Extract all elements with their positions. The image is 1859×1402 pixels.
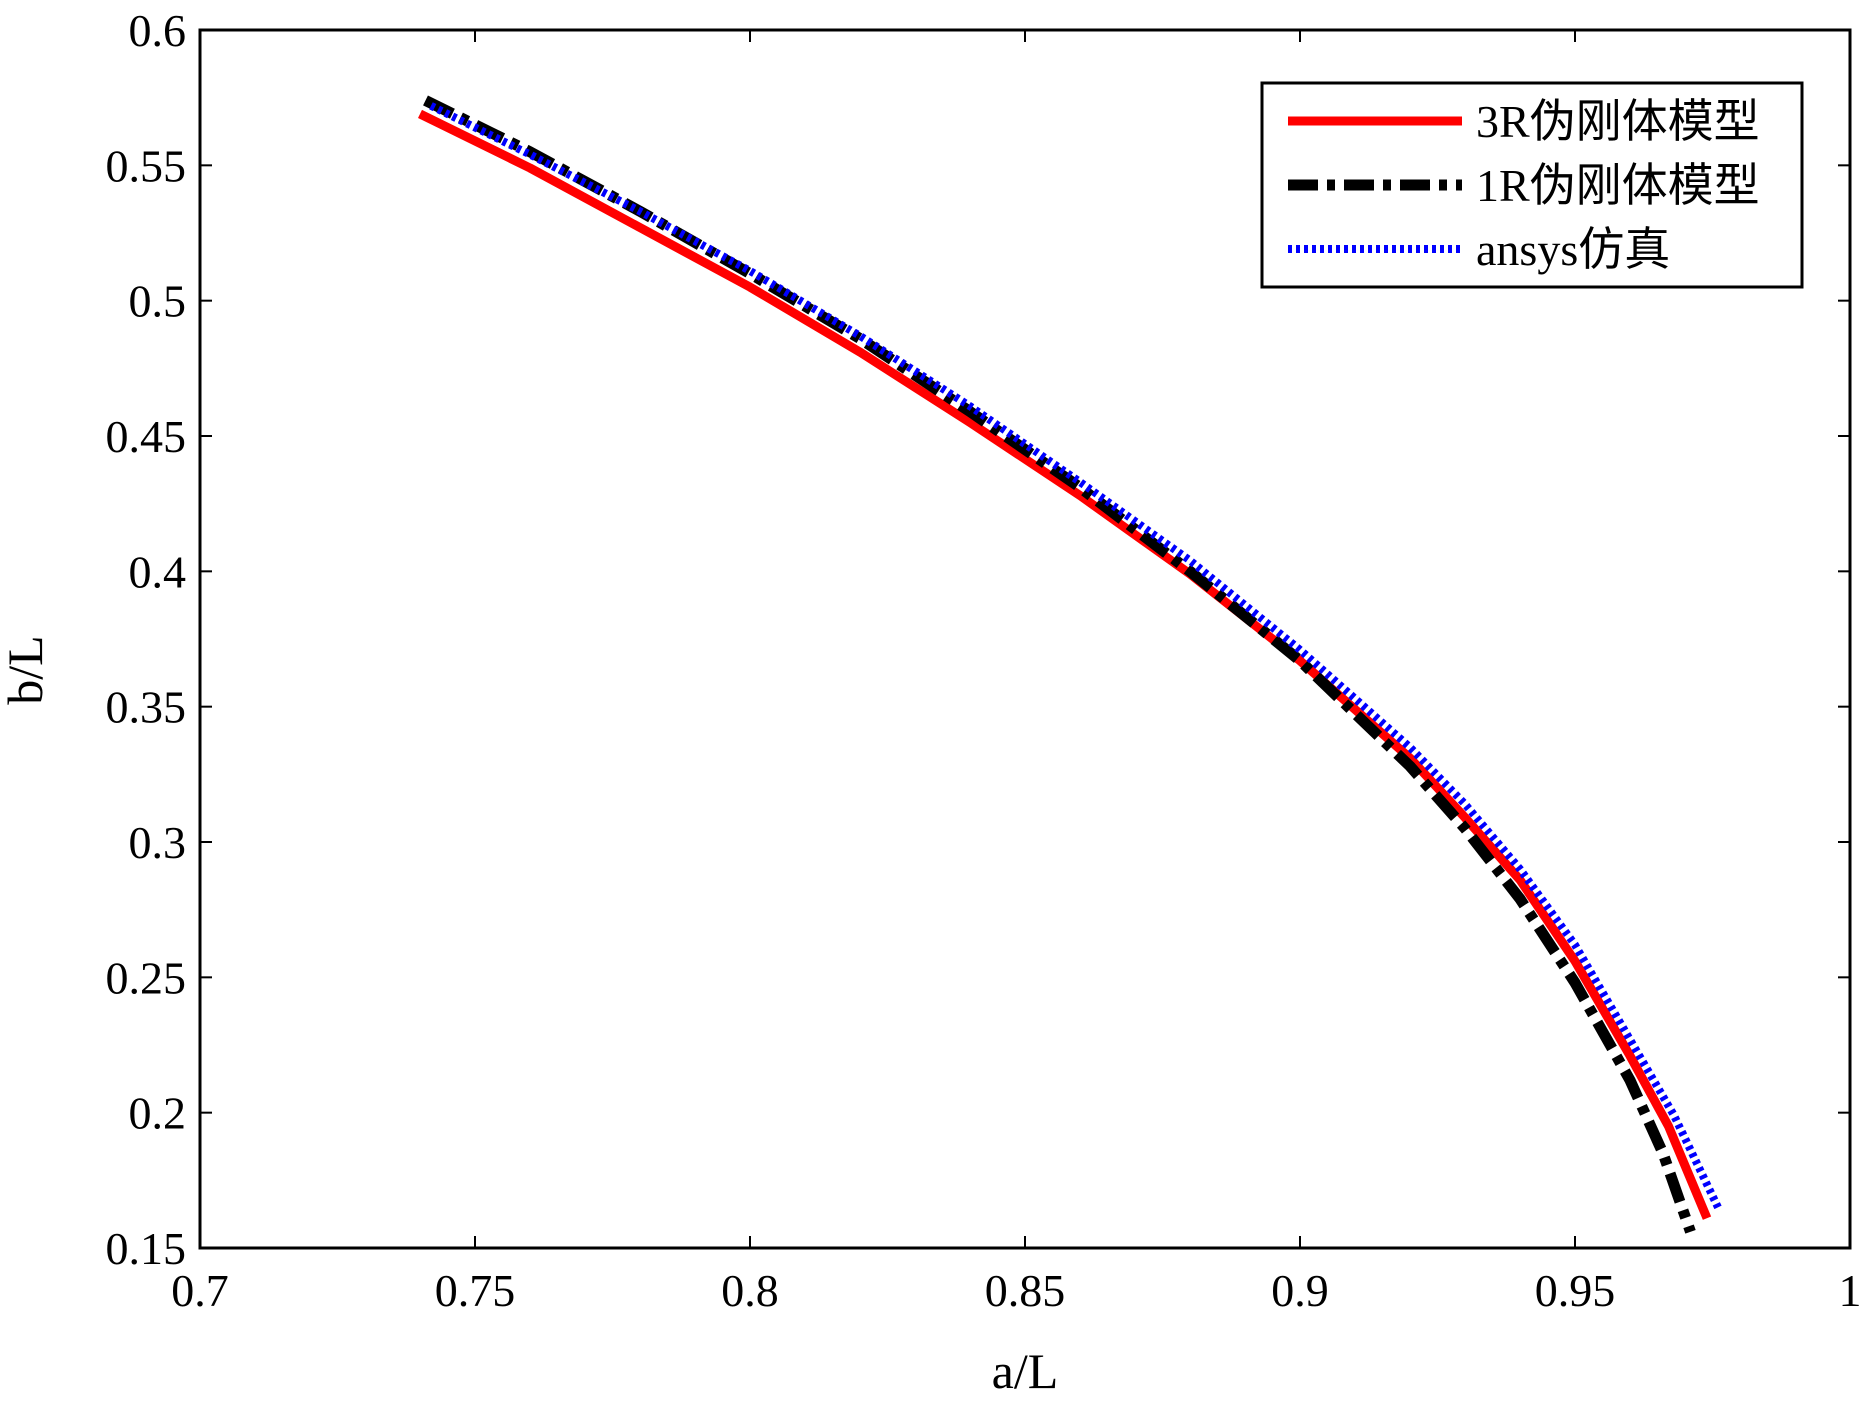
x-tick-label: 0.85: [985, 1265, 1066, 1316]
legend-label-3: ansys仿真: [1476, 224, 1670, 275]
y-tick-label: 0.5: [129, 276, 187, 327]
series-line-3: [429, 102, 1722, 1210]
y-tick-label: 0.15: [106, 1223, 187, 1274]
y-tick-label: 0.35: [106, 682, 187, 733]
axis-ticks: 0.7 0.75 0.8 0.85 0.9 0.95 1 0.15 0.2 0.25 0.3 0.35…: [106, 5, 1859, 1316]
plot-marks: [418, 95, 1722, 1234]
x-tick-label: 0.95: [1535, 1265, 1616, 1316]
y-tick-label: 0.55: [106, 140, 187, 191]
x-tick-label: 1: [1839, 1265, 1859, 1316]
y-axis-title: b/L: [0, 635, 53, 704]
y-tick-label: 0.6: [129, 5, 187, 56]
legend-label-1: 3R伪刚体模型: [1476, 96, 1760, 147]
y-tick-label: 0.3: [129, 817, 187, 868]
x-axis-title: a/L: [992, 1343, 1059, 1399]
x-tick-label: 0.7: [171, 1265, 229, 1316]
x-tick-label: 0.9: [1271, 1265, 1329, 1316]
legend-label-2: 1R伪刚体模型: [1476, 160, 1760, 211]
x-tick-label: 0.75: [435, 1265, 516, 1316]
x-tick-label: 0.8: [721, 1265, 779, 1316]
y-tick-label: 0.25: [106, 952, 187, 1003]
legend: 3R伪刚体模型 1R伪刚体模型 ansys仿真: [1260, 81, 1804, 289]
y-tick-label: 0.45: [106, 411, 187, 462]
y-tick-label: 0.4: [129, 546, 187, 597]
y-tick-label: 0.2: [129, 1088, 187, 1139]
